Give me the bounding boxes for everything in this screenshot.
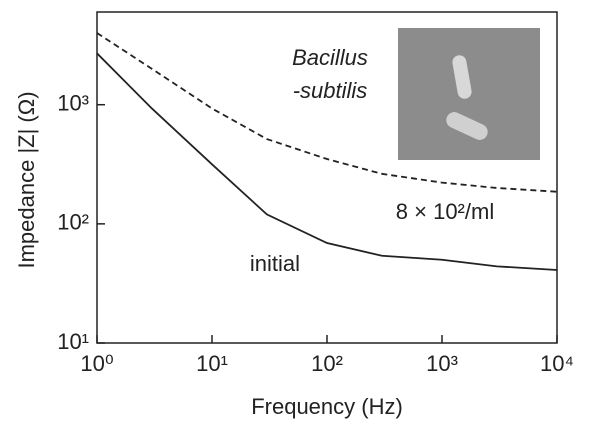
x-axis-label: Frequency (Hz) bbox=[251, 394, 403, 419]
inset-bacterium bbox=[446, 112, 488, 140]
y-axis-label: Impedance |Z| (Ω) bbox=[14, 91, 39, 268]
x-tick-label: 10⁰ bbox=[80, 351, 113, 376]
series-label: 8 × 10²/ml bbox=[396, 199, 494, 224]
x-tick-label: 10³ bbox=[426, 351, 458, 376]
inset-bacterium bbox=[452, 55, 472, 99]
series-label: initial bbox=[250, 251, 300, 276]
annotation: Bacillus bbox=[292, 45, 368, 70]
y-tick-label: 10² bbox=[57, 210, 89, 235]
x-tick-label: 10¹ bbox=[196, 351, 228, 376]
x-tick-label: 10⁴ bbox=[540, 351, 574, 376]
y-tick-label: 10¹ bbox=[57, 329, 89, 354]
y-tick-label: 10³ bbox=[57, 91, 89, 116]
x-tick-label: 10² bbox=[311, 351, 343, 376]
series-line bbox=[96, 52, 558, 271]
series-line bbox=[96, 32, 558, 193]
annotation: -subtilis bbox=[293, 78, 368, 103]
